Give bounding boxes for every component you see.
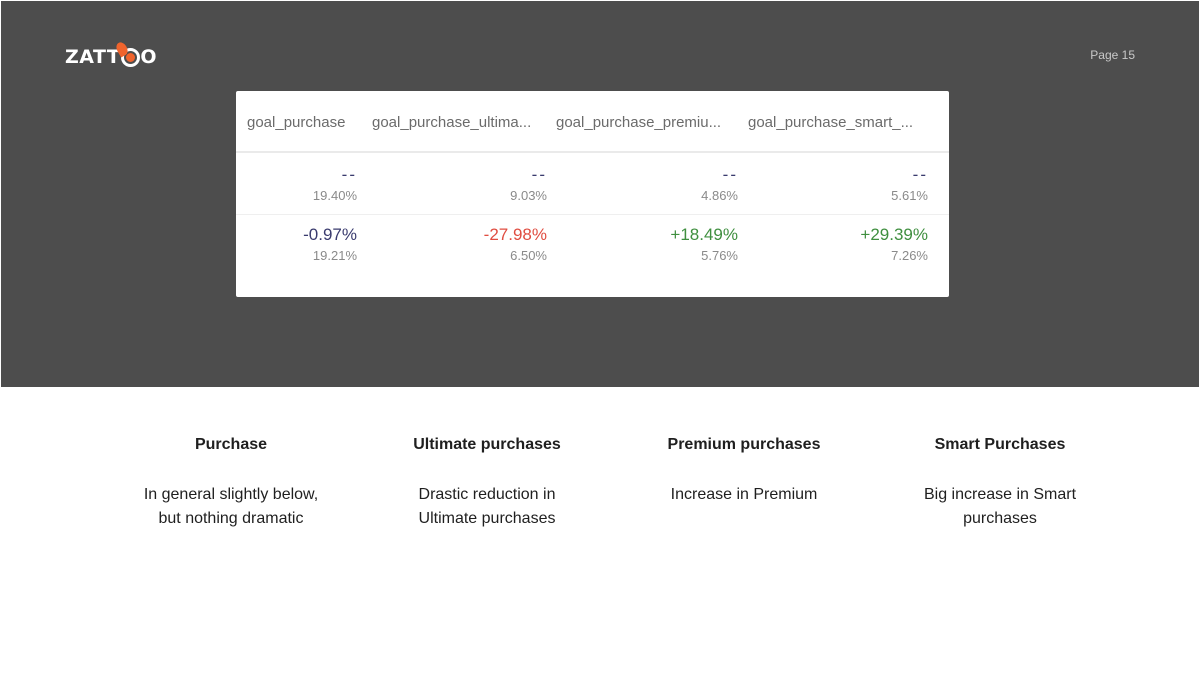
table-cell: -27.98% 6.50% bbox=[367, 225, 547, 264]
cell-rate-value: 19.40% bbox=[312, 188, 357, 203]
cell-change-value: +29.39% bbox=[860, 225, 928, 244]
logo-flame-icon bbox=[121, 47, 141, 67]
table-cell: -- 9.03% bbox=[367, 165, 547, 204]
cell-change-value: -0.97% bbox=[303, 225, 357, 244]
cell-change-value: +18.49% bbox=[670, 225, 738, 244]
cell-rate-value: 4.86% bbox=[701, 188, 738, 203]
table-cell: -0.97% 19.21% bbox=[177, 225, 357, 264]
summary-title: Purchase bbox=[194, 436, 268, 453]
summary-description: Big increase in Smart purchases bbox=[923, 486, 1077, 527]
logo-text: ZATT bbox=[65, 46, 121, 68]
cell-rate-value: 9.03% bbox=[510, 188, 547, 203]
table-cell: +18.49% 5.76% bbox=[558, 225, 738, 264]
cell-change-value: -- bbox=[912, 165, 928, 184]
cell-rate-value: 6.50% bbox=[510, 248, 547, 263]
cell-change-value: -27.98% bbox=[483, 225, 547, 244]
summary-description: In general slightly below, but nothing d… bbox=[143, 486, 319, 527]
logo-text-end: O bbox=[140, 46, 158, 68]
results-table: goal_purchase goal_purchase_ultima... go… bbox=[236, 91, 949, 297]
table-header: goal_purchase goal_purchase_ultima... go… bbox=[236, 91, 949, 153]
summary-title: Smart Purchases bbox=[934, 436, 1066, 453]
column-header-goal-purchase-smart[interactable]: goal_purchase_smart_... bbox=[748, 114, 914, 131]
table-cell: -- 19.40% bbox=[177, 165, 357, 204]
cell-change-value: -- bbox=[531, 165, 547, 184]
table-cell: -- 4.86% bbox=[558, 165, 738, 204]
cell-change-value: -- bbox=[341, 165, 357, 184]
table-cell: +29.39% 7.26% bbox=[748, 225, 928, 264]
summary-purchase: Purchase In general slightly below, but … bbox=[111, 434, 351, 531]
cell-rate-value: 7.26% bbox=[891, 248, 928, 263]
cell-rate-value: 19.21% bbox=[312, 248, 357, 263]
cell-rate-value: 5.61% bbox=[891, 188, 928, 203]
zattoo-logo: ZATT O bbox=[65, 45, 157, 69]
summary-description: Drastic reduction in Ultimate purchases bbox=[418, 486, 556, 527]
table-row: -- 19.40% -- 9.03% -- 4.86% -- 5.61% bbox=[236, 153, 949, 215]
summary-smart: Smart Purchases Big increase in Smart pu… bbox=[880, 434, 1120, 531]
column-header-goal-purchase-premium[interactable]: goal_purchase_premiu... bbox=[556, 114, 722, 131]
summary-title: Premium purchases bbox=[667, 436, 821, 453]
summary-ultimate: Ultimate purchases Drastic reduction in … bbox=[367, 434, 607, 531]
summary-description: Increase in Premium bbox=[670, 486, 818, 503]
column-header-goal-purchase[interactable]: goal_purchase bbox=[247, 114, 346, 131]
summary-premium: Premium purchases Increase in Premium bbox=[624, 434, 864, 507]
column-header-goal-purchase-ultimate[interactable]: goal_purchase_ultima... bbox=[372, 114, 532, 131]
page-number: Page 15 bbox=[1090, 48, 1135, 62]
cell-change-value: -- bbox=[722, 165, 738, 184]
summary-title: Ultimate purchases bbox=[413, 436, 561, 453]
table-row: -0.97% 19.21% -27.98% 6.50% +18.49% 5.76… bbox=[236, 214, 949, 275]
table-cell: -- 5.61% bbox=[748, 165, 928, 204]
cell-rate-value: 5.76% bbox=[701, 248, 738, 263]
